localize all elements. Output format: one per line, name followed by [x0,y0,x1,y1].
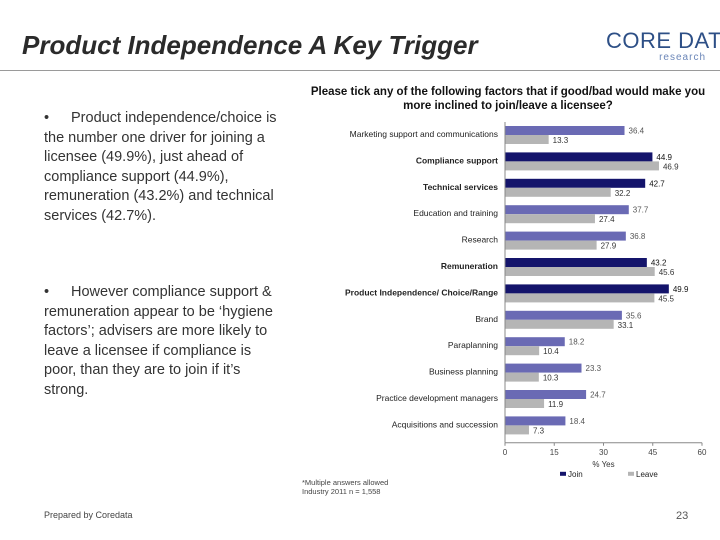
category-label: Practice development managers [376,393,498,403]
join-data-label: 42.7 [649,179,665,188]
join-data-label: 24.7 [590,391,606,400]
footnote-sample-size: Industry 2011 n = 1,558 [302,487,381,496]
join-bar [505,337,565,347]
leave-bar [505,267,655,276]
join-data-label: 18.2 [569,338,585,347]
category-label: Research [462,235,499,245]
x-tick-label: 15 [550,448,559,457]
coredata-logo: CORE DATA research [606,28,720,68]
join-data-label: 44.9 [656,153,672,162]
legend-label-join: Join [568,470,583,479]
join-bar [505,363,582,373]
join-bar [505,390,587,399]
bullet-text: However compliance support & remuneratio… [44,284,273,398]
bullet-point: • Product independence/choice is the numb… [44,109,284,226]
leave-bar [505,372,539,382]
join-bar [505,231,626,241]
join-data-label: 18.4 [569,417,585,426]
leave-bar [505,240,597,250]
bullet-text: Product independence/choice is the numbe… [44,110,277,224]
x-tick-label: 30 [599,448,608,457]
join-data-label: 36.8 [630,232,646,241]
leave-data-label: 46.9 [663,162,679,171]
bullet-point: • However compliance support & remunerati… [44,283,284,400]
category-label: Technical services [423,182,498,192]
leave-bar [505,319,614,329]
footnote-multiple-answers: *Multiple answers allowed [302,478,389,487]
leave-bar [505,187,611,197]
leave-bar [505,346,540,356]
join-bar [505,416,566,426]
prepared-by-footer: Prepared by Coredata [44,510,133,520]
leave-data-label: 10.4 [543,347,559,356]
join-data-label: 37.7 [633,206,649,215]
leave-bar [505,425,529,435]
leave-data-label: 7.3 [533,426,545,435]
category-label: Compliance support [416,155,498,165]
leave-data-label: 45.6 [659,268,675,277]
leave-data-label: 10.3 [543,374,559,383]
leave-data-label: 32.2 [615,189,631,198]
category-label: Acquisitions and succession [392,419,499,429]
leave-data-label: 45.5 [658,294,674,303]
join-bar [505,178,646,188]
category-label: Brand [475,314,498,324]
slide-title: Product Independence A Key Trigger [22,30,478,60]
leave-data-label: 27.4 [599,215,615,224]
join-data-label: 43.2 [651,259,667,268]
join-bar [505,258,647,267]
leave-bar [505,161,659,171]
category-label: Product Independence/ Choice/Range [345,287,498,297]
legend-label-leave: Leave [636,470,658,479]
category-label: Marketing support and communications [350,129,498,139]
leave-data-label: 33.1 [618,321,634,330]
category-label: Paraplanning [448,340,498,350]
x-tick-label: 60 [698,448,707,457]
leave-bar [505,399,545,408]
join-data-label: 36.4 [629,127,645,136]
title-divider [0,70,720,71]
logo-wordmark: CORE DATA [606,28,720,53]
leave-bar [505,135,549,144]
leave-data-label: 13.3 [553,136,569,145]
legend-swatch-leave [628,471,634,476]
join-data-label: 23.3 [586,364,602,373]
category-label: Business planning [429,367,498,377]
join-bar [505,310,622,320]
category-label: Remuneration [441,261,498,271]
legend-swatch-join [560,471,566,476]
category-label: Education and training [413,208,498,218]
leave-data-label: 11.9 [548,400,564,409]
logo-tagline: research [659,52,706,63]
leave-data-label: 27.9 [601,242,617,251]
join-bar [505,205,629,215]
bullet-marker: • [44,110,50,126]
page-number: 23 [676,510,689,522]
leave-bar [505,214,595,224]
leave-bar [505,293,655,303]
join-bar [505,152,653,162]
x-tick-label: 0 [503,448,508,457]
x-tick-label: 45 [648,448,657,457]
bullet-marker: • [44,284,50,300]
chart-title: Please tick any of the following factors… [310,86,706,112]
join-data-label: 49.9 [673,285,689,294]
join-bar [505,126,625,135]
join-data-label: 35.6 [626,311,642,320]
join-bar [505,284,669,294]
x-axis-label: % Yes [592,460,614,469]
